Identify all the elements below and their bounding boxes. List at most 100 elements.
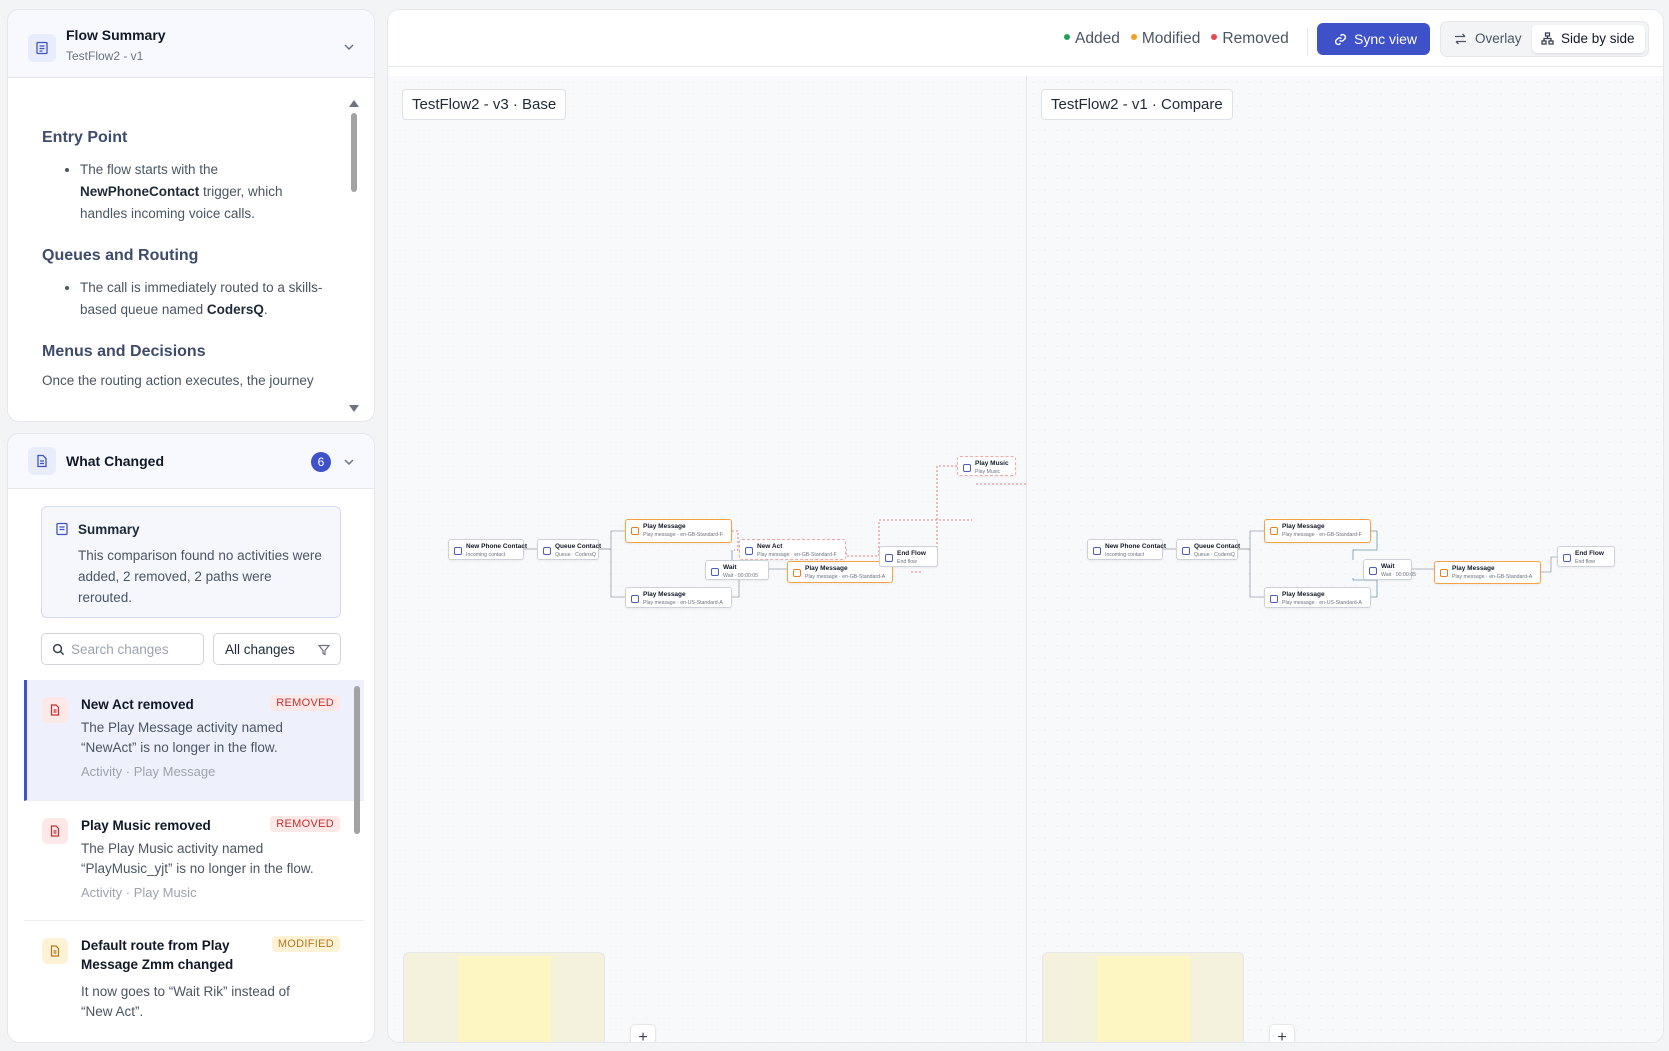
filter-select[interactable]: All changes xyxy=(213,633,341,665)
zoom-in-button[interactable]: + xyxy=(638,1029,648,1043)
node-play-message-us-a[interactable]: Play Message Play message · en-US-Standar… xyxy=(1264,587,1371,608)
status-badge: MODIFIED xyxy=(271,936,340,952)
compare-edges xyxy=(1163,530,1557,598)
sync-view-label: Sync view xyxy=(1354,31,1418,47)
search-icon xyxy=(52,643,65,656)
filter-icon xyxy=(318,644,330,656)
node-end-flow[interactable]: End Flow End flow xyxy=(1557,546,1615,567)
compare-canvas[interactable]: TestFlow2 - v1 · Compare New Phone Conta… xyxy=(1027,76,1663,1043)
node-queue-contact[interactable]: Queue Contact Queue · CodersQ xyxy=(1176,539,1241,560)
removed-doc-icon xyxy=(42,818,68,844)
flow-summary-header[interactable]: Flow Summary TestFlow2 - v1 xyxy=(8,10,374,78)
node-subtitle: End flow xyxy=(897,559,917,565)
node-title: Queue Contact xyxy=(1194,543,1241,550)
link-icon xyxy=(1334,33,1347,46)
split-icon xyxy=(1541,32,1554,45)
node-queue-contact[interactable]: Queue Contact Queue · CodersQ xyxy=(537,539,601,560)
change-description: The Play Music activity named “PlayMusic… xyxy=(81,841,314,876)
view-mode-toggle: Overlay Side by side xyxy=(1440,21,1649,57)
status-badge: REMOVED xyxy=(270,695,340,711)
minimap-viewport[interactable] xyxy=(1097,956,1190,1042)
what-changed-header[interactable]: What Changed 6 xyxy=(8,434,374,489)
sync-view-button[interactable]: Sync view xyxy=(1317,23,1430,55)
change-count-badge: 6 xyxy=(311,452,331,472)
status-badge: REMOVED xyxy=(270,816,340,832)
node-title: New Phone Contact xyxy=(466,543,528,550)
node-title: End Flow xyxy=(1575,550,1604,557)
entry-point-item: The flow starts with the NewPhoneContact… xyxy=(80,159,332,225)
node-subtitle: End flow xyxy=(1575,559,1595,565)
document-icon xyxy=(28,447,56,475)
diff-canvas-card: Added Modified Removed Sync view Overlay… xyxy=(387,9,1664,1043)
node-title: Play Message xyxy=(805,565,848,572)
node-subtitle: Queue · CodersQ xyxy=(555,552,596,558)
changes-list: New Act removed REMOVED The Play Message… xyxy=(8,680,374,1042)
side-by-side-button[interactable]: Side by side xyxy=(1532,25,1645,53)
node-title: Wait xyxy=(723,564,737,571)
headset-icon xyxy=(543,547,551,555)
chevron-down-icon[interactable] xyxy=(342,455,356,469)
clock-icon xyxy=(711,568,719,576)
phone-icon xyxy=(1093,547,1101,555)
compare-minimap[interactable] xyxy=(1042,952,1244,1042)
legend-modified: Modified xyxy=(1130,30,1200,48)
node-subtitle: Play Music xyxy=(975,469,1001,475)
flow-summary-title: Flow Summary xyxy=(66,27,166,43)
compare-panel-label: TestFlow2 - v1 · Compare xyxy=(1041,89,1233,120)
node-new-phone-contact[interactable]: New Phone Contact Incoming contact xyxy=(1087,539,1166,560)
base-zoom-controls: + – xyxy=(630,1024,656,1043)
node-play-message-gb-a[interactable]: Play Message Play message · en-GB-Standar… xyxy=(1434,561,1541,584)
node-new-act[interactable]: New Act Play message · en-GB-Standard-F xyxy=(739,539,846,560)
node-wait[interactable]: Wait Wait · 00:00:05 xyxy=(1363,559,1416,580)
message-icon xyxy=(631,527,639,535)
summary-icon xyxy=(28,34,56,62)
node-title: Wait xyxy=(1381,563,1395,570)
flow-summary-card: Flow Summary TestFlow2 - v1 Entry Point … xyxy=(7,9,375,422)
search-placeholder: Search changes xyxy=(71,642,169,657)
base-canvas[interactable]: TestFlow2 - v3 · Base New Phone Contact I… xyxy=(388,76,1026,1043)
node-title: Play Message xyxy=(643,591,686,598)
node-new-phone-contact[interactable]: New Phone Contact Incoming contact xyxy=(448,539,528,560)
node-play-music[interactable]: Play Music Play Music xyxy=(957,456,1016,476)
summary-heading: Summary xyxy=(78,522,140,537)
chevron-down-icon[interactable] xyxy=(342,40,356,54)
change-item-default-route[interactable]: Default route from Play Message Zmm chan… xyxy=(24,921,364,1042)
message-icon xyxy=(1440,569,1448,577)
node-title: Play Message xyxy=(1282,523,1325,530)
node-wait[interactable]: Wait Wait · 00:00:05 xyxy=(705,560,769,580)
search-input[interactable]: Search changes xyxy=(41,633,204,665)
change-title: New Act removed xyxy=(81,697,194,712)
node-title: Play Message xyxy=(1452,565,1495,572)
removed-dot-icon xyxy=(1211,34,1218,40)
legend: Added Modified Removed xyxy=(1064,30,1289,48)
node-play-message-gb-a[interactable]: Play Message Play message · en-GB-Standar… xyxy=(787,561,893,583)
toolbar-divider xyxy=(1307,28,1308,56)
zoom-in-button[interactable]: + xyxy=(1277,1029,1287,1043)
overlay-button[interactable]: Overlay xyxy=(1444,25,1532,53)
changes-scroll-thumb[interactable] xyxy=(354,686,360,834)
summary-scrollbar[interactable] xyxy=(348,100,360,412)
clock-icon xyxy=(1369,567,1377,575)
menus-heading: Menus and Decisions xyxy=(42,343,206,360)
stop-icon xyxy=(885,554,893,562)
node-end-flow[interactable]: End Flow End flow xyxy=(879,546,938,567)
change-item-new-act[interactable]: New Act removed REMOVED The Play Message… xyxy=(24,680,364,801)
change-item-play-music[interactable]: Play Music removed REMOVED The Play Musi… xyxy=(24,801,364,921)
node-subtitle: Play message · en-GB-Standard-A xyxy=(1452,574,1533,580)
modified-doc-icon xyxy=(42,938,68,964)
node-play-message-us-a[interactable]: Play Message Play message · en-US-Standar… xyxy=(625,587,732,608)
minimap-viewport[interactable] xyxy=(458,956,551,1042)
music-icon xyxy=(963,464,971,472)
node-subtitle: Play message · en-GB-Standard-A xyxy=(805,574,886,580)
legend-removed: Removed xyxy=(1211,30,1289,48)
base-minimap[interactable] xyxy=(403,952,605,1042)
what-changed-title: What Changed xyxy=(66,453,164,469)
queues-heading: Queues and Routing xyxy=(42,247,199,264)
node-play-message-gb-f[interactable]: Play Message Play message · en-GB-Standar… xyxy=(625,519,732,543)
node-play-message-gb-f[interactable]: Play Message Play message · en-GB-Standar… xyxy=(1264,519,1371,543)
node-subtitle: Play message · en-GB-Standard-F xyxy=(643,532,723,538)
modified-dot-icon xyxy=(1130,34,1137,40)
summary-scroll-thumb[interactable] xyxy=(351,113,357,192)
summary-icon xyxy=(55,522,69,541)
legend-added: Added xyxy=(1064,30,1120,48)
